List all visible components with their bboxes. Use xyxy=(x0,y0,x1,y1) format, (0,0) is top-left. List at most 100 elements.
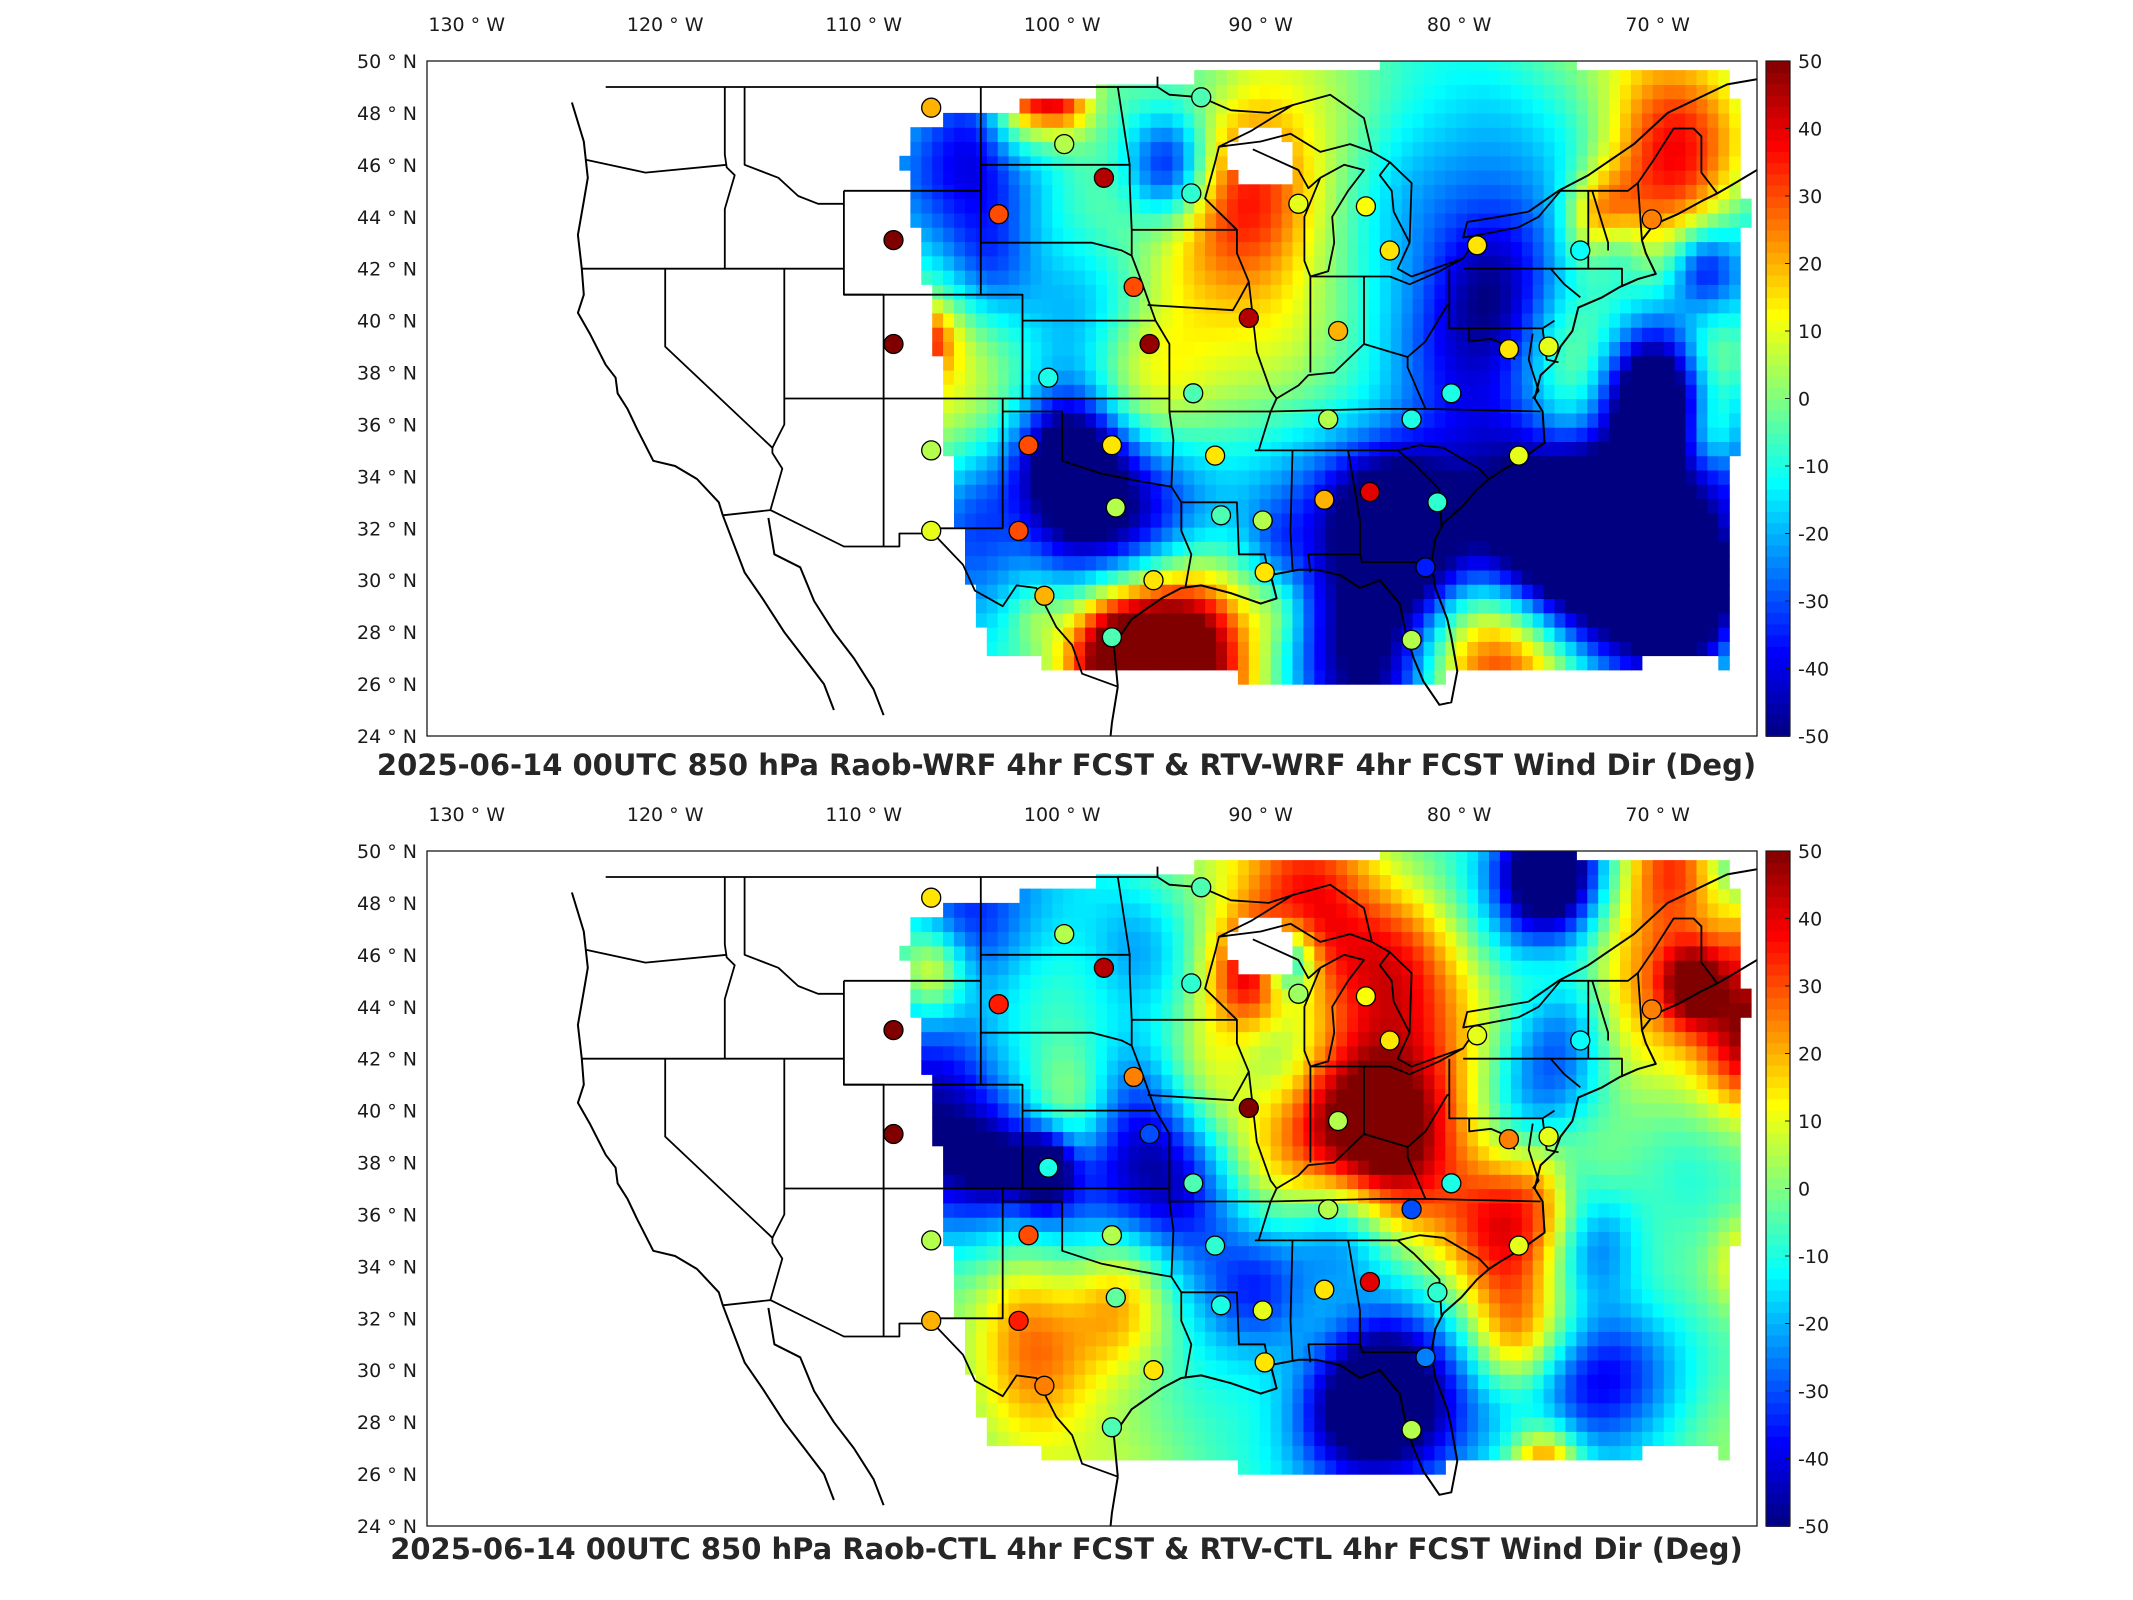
colorbar-segment xyxy=(1766,387,1790,400)
state-border xyxy=(1591,980,1609,1041)
colorbar-tick-label: -20 xyxy=(1798,524,1829,546)
raob-station-marker xyxy=(1314,489,1335,510)
colorbar-segment xyxy=(1766,997,1790,1010)
state-border xyxy=(1269,1133,1427,1202)
state-border xyxy=(931,1188,1004,1320)
raob-station-marker xyxy=(1204,445,1226,466)
latitude-tick-label: 48 ° N xyxy=(357,103,417,125)
colorbar-segment xyxy=(1766,862,1790,875)
state-border xyxy=(722,509,1119,688)
raob-station-marker xyxy=(921,440,942,461)
raob-station-marker xyxy=(1018,1225,1039,1246)
raob-station-marker xyxy=(1538,1126,1559,1147)
raob-station-marker xyxy=(1238,1097,1259,1119)
colorbar-segment xyxy=(1766,488,1790,501)
raob-station-marker xyxy=(1441,383,1462,404)
raob-station-marker xyxy=(1427,1282,1448,1303)
colorbar-segment xyxy=(1766,941,1790,954)
colorbar-segment xyxy=(1766,578,1790,591)
latitude-tick-label: 34 ° N xyxy=(357,1256,417,1278)
coastline xyxy=(1528,868,1757,1003)
raob-station-marker xyxy=(1204,1235,1226,1256)
state-border xyxy=(1588,267,1623,287)
coastline xyxy=(570,892,724,1306)
colorbar-segment xyxy=(1766,567,1790,580)
raob-station-marker xyxy=(1570,1030,1591,1051)
state-border xyxy=(1252,148,1321,190)
colorbar-segment xyxy=(1766,1447,1790,1460)
colorbar-tick-label: 0 xyxy=(1798,389,1810,411)
colorbar-tick-label: -40 xyxy=(1798,1449,1829,1471)
raob-station-marker xyxy=(1034,585,1055,606)
colorbar-segment xyxy=(1766,634,1790,647)
raob-station-marker xyxy=(1054,923,1075,945)
colorbar-segment xyxy=(1766,308,1790,321)
raob-station-marker xyxy=(1355,196,1377,217)
raob-station-marker xyxy=(1415,1347,1436,1368)
colorbar-segment xyxy=(1766,1244,1790,1257)
colorbar-segment xyxy=(1766,1402,1790,1415)
raob-station-marker xyxy=(1570,240,1591,261)
latitude-tick-label: 26 ° N xyxy=(357,674,417,696)
coastline xyxy=(721,514,835,711)
colorbar-segment xyxy=(1766,1109,1790,1122)
longitude-tick-label: 80 ° W xyxy=(1427,804,1492,826)
colorbar-segment xyxy=(1766,1143,1790,1156)
latitude-tick-label: 50 ° N xyxy=(357,841,417,863)
colorbar-tick-label: -40 xyxy=(1798,659,1829,681)
raob-station-marker xyxy=(883,1019,904,1041)
colorbar-tick-label: -50 xyxy=(1798,1516,1829,1538)
raob-station-marker xyxy=(1252,510,1273,531)
latitude-tick-label: 48 ° N xyxy=(357,893,417,915)
raob-station-marker xyxy=(1123,276,1144,298)
raob-station-marker xyxy=(1498,1129,1520,1150)
state-border xyxy=(1637,972,1643,1031)
colorbar-segment xyxy=(1766,533,1790,546)
coastline xyxy=(767,517,885,716)
colorbar-tick-label: 40 xyxy=(1798,119,1822,141)
latitude-tick-label: 42 ° N xyxy=(357,1049,417,1071)
colorbar-tick-label: -10 xyxy=(1798,1246,1829,1268)
raob-station-marker xyxy=(1314,1279,1335,1300)
colorbar: 50 40 30 20 10 0 -10 -20 -30 -40 -50 xyxy=(1765,51,1829,748)
colorbar-segment xyxy=(1766,1368,1790,1381)
longitude-tick-label: 110 ° W xyxy=(825,14,902,36)
raob-station-marker xyxy=(1288,193,1309,214)
colorbar-segment xyxy=(1766,646,1790,659)
state-border xyxy=(723,87,736,269)
longitude-tick-label: 70 ° W xyxy=(1625,14,1690,36)
state-border xyxy=(605,866,1159,878)
raob-station-marker xyxy=(1327,320,1349,342)
latitude-tick-label: 42 ° N xyxy=(357,259,417,281)
raob-station-marker xyxy=(921,887,942,908)
colorbar-segment xyxy=(1766,929,1790,942)
raob-station-marker xyxy=(921,97,942,118)
colorbar-segment xyxy=(1766,589,1790,602)
colorbar: 50 40 30 20 10 0 -10 -20 -30 -40 -50 xyxy=(1765,841,1829,1538)
raob-station-marker xyxy=(988,204,1009,225)
colorbar-segment xyxy=(1766,1379,1790,1392)
state-border xyxy=(1389,1047,1464,1076)
state-border xyxy=(883,293,1024,400)
raob-station-marker xyxy=(1034,1375,1055,1396)
state-border xyxy=(1147,146,1250,312)
colorbar-segment xyxy=(1766,342,1790,355)
latitude-tick-label: 30 ° N xyxy=(357,570,417,592)
colorbar-segment xyxy=(1766,601,1790,614)
state-border xyxy=(771,268,786,449)
state-border xyxy=(1002,1200,1183,1293)
raob-station-marker xyxy=(1379,1030,1400,1051)
colorbar-segment xyxy=(1766,353,1790,366)
latitude-tick-label: 30 ° N xyxy=(357,1360,417,1382)
raob-station-marker xyxy=(1254,562,1275,583)
colorbar-segment xyxy=(1766,207,1790,220)
colorbar-segment xyxy=(1766,1492,1790,1505)
state-border xyxy=(1407,304,1450,358)
latitude-tick-label: 34 ° N xyxy=(357,466,417,488)
colorbar-segment xyxy=(1766,162,1790,175)
colorbar-segment xyxy=(1766,1334,1790,1347)
colorbar-segment xyxy=(1766,117,1790,130)
colorbar-segment xyxy=(1766,1211,1790,1224)
latitude-tick-label: 24 ° N xyxy=(357,726,417,748)
latitude-tick-label: 26 ° N xyxy=(357,1464,417,1486)
